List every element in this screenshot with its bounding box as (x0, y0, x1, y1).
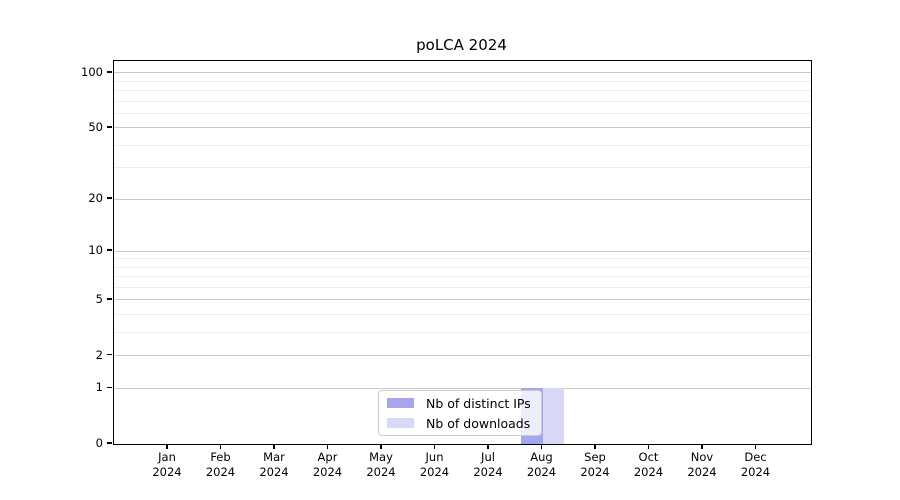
x-tick-mark (487, 444, 489, 449)
x-tick-mark (380, 444, 382, 449)
legend: Nb of distinct IPs Nb of downloads (378, 390, 542, 436)
x-tick-mark (754, 444, 757, 449)
x-tick-mark (166, 444, 168, 449)
x-tick-label: Feb 2024 (205, 450, 236, 479)
x-tick-label: Dec 2024 (740, 450, 771, 479)
y-tick-mark (107, 353, 112, 356)
gridline-minor (114, 167, 811, 169)
gridline-minor (114, 112, 811, 114)
legend-entry-downloads: Nb of downloads (387, 416, 533, 431)
chart-title: poLCA 2024 (416, 36, 507, 54)
y-tick-label: 2 (95, 347, 103, 362)
gridline-minor (114, 258, 811, 260)
x-tick-label: Jul 2024 (473, 450, 503, 479)
gridline-major (114, 198, 811, 200)
gridline-minor (114, 276, 811, 278)
legend-label-downloads: Nb of downloads (426, 415, 531, 431)
gridline-minor (114, 314, 811, 316)
x-tick-mark (647, 444, 650, 449)
y-tick-mark (107, 126, 112, 128)
y-tick-label: 50 (88, 119, 103, 134)
y-tick-mark (107, 386, 112, 388)
y-tick-label: 5 (95, 291, 103, 306)
y-tick-label: 100 (81, 64, 103, 79)
legend-entry-distinct-ips: Nb of distinct IPs (387, 396, 533, 411)
x-tick-label: Jun 2024 (419, 450, 450, 479)
bar-downloads (542, 388, 564, 444)
x-tick-label: Aug 2024 (526, 450, 557, 479)
plot-area (113, 60, 812, 445)
gridline-major (114, 387, 811, 389)
x-tick-label: Sep 2024 (580, 450, 610, 479)
x-tick-label: Mar 2024 (259, 450, 289, 479)
x-tick-mark (326, 444, 329, 449)
legend-swatch-downloads (387, 418, 414, 428)
y-tick-mark (107, 71, 112, 73)
gridline-minor (114, 90, 811, 92)
x-tick-mark (540, 444, 543, 449)
x-tick-label: Nov 2024 (687, 450, 717, 479)
x-tick-mark (433, 444, 436, 449)
legend-label-distinct-ips: Nb of distinct IPs (426, 395, 531, 411)
gridline-minor (114, 100, 811, 102)
gridline-major (114, 250, 811, 252)
x-tick-mark (594, 444, 596, 449)
gridline-major (114, 299, 811, 301)
y-tick-label: 0 (95, 436, 103, 450)
gridline-major (114, 72, 811, 74)
x-tick-mark (219, 444, 222, 449)
gridline-minor (114, 332, 811, 333)
gridline-minor (114, 286, 811, 288)
y-tick-label: 10 (88, 243, 103, 258)
x-tick-label: May 2024 (366, 450, 396, 479)
x-tick-label: Oct 2024 (633, 450, 664, 479)
y-tick-mark (107, 249, 112, 251)
y-tick-mark (107, 442, 112, 444)
legend-swatch-distinct-ips (387, 398, 414, 408)
x-tick-label: Apr 2024 (312, 450, 343, 479)
gridline-minor (114, 80, 811, 82)
y-tick-mark (107, 197, 112, 199)
gridline-major (114, 355, 811, 357)
gridline-minor (114, 144, 811, 146)
x-tick-mark (701, 444, 703, 449)
y-tick-label: 1 (95, 380, 103, 395)
x-tick-label: Jan 2024 (152, 450, 182, 479)
y-tick-mark (107, 298, 112, 300)
gridline-minor (114, 266, 811, 268)
x-tick-mark (273, 444, 275, 449)
gridline-major (114, 127, 811, 129)
y-tick-label: 20 (88, 191, 103, 206)
